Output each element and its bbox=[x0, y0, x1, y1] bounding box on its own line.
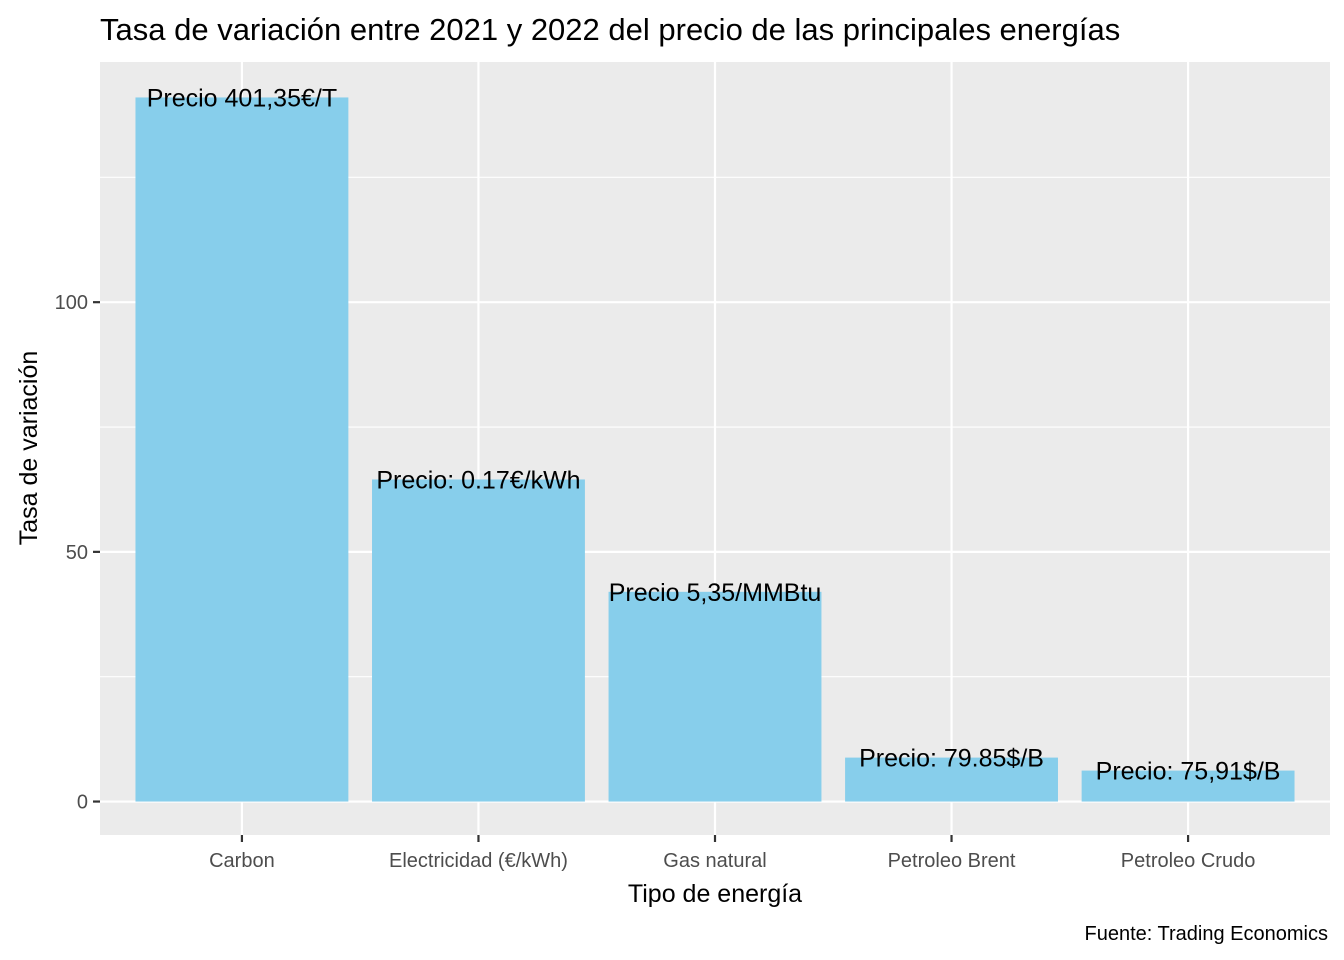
bar-label: Precio: 0.17€/kWh bbox=[376, 466, 580, 494]
bar-label: Precio: 79.85$/B bbox=[859, 745, 1044, 773]
bar-labels: Precio 401,35€/T Precio: 0.17€/kWh Precio … bbox=[147, 84, 1281, 785]
source-caption: Fuente: Trading Economics bbox=[1085, 923, 1328, 945]
y-axis: 0 50 100 bbox=[55, 292, 100, 814]
x-tick-label: Electricidad (€/kWh) bbox=[389, 850, 568, 872]
x-axis-title: Tipo de energía bbox=[628, 880, 802, 908]
chart-title: Tasa de variación entre 2021 y 2022 del … bbox=[100, 12, 1120, 47]
bar-label: Precio 401,35€/T bbox=[147, 84, 337, 112]
bar bbox=[845, 757, 1058, 802]
x-tick-label: Petroleo Crudo bbox=[1121, 850, 1256, 872]
x-tick-label: Gas natural bbox=[663, 850, 766, 872]
x-tick-label: Petroleo Brent bbox=[888, 850, 1016, 872]
bar bbox=[135, 97, 349, 802]
bars bbox=[135, 97, 1295, 802]
y-axis-title: Tasa de variación bbox=[15, 351, 43, 546]
y-tick-label: 100 bbox=[55, 292, 88, 314]
y-tick-label: 0 bbox=[77, 792, 88, 814]
y-tick-label: 50 bbox=[66, 542, 88, 564]
bar bbox=[1081, 770, 1295, 802]
x-tick-label: Carbon bbox=[209, 850, 275, 872]
bar-label: Precio: 75,91$/B bbox=[1096, 758, 1281, 786]
bar bbox=[372, 479, 585, 802]
x-axis: Carbon Electricidad (€/kWh) Gas natural Pet… bbox=[209, 835, 1255, 872]
bar bbox=[608, 591, 822, 802]
bar-label: Precio 5,35/MMBtu bbox=[609, 579, 822, 607]
